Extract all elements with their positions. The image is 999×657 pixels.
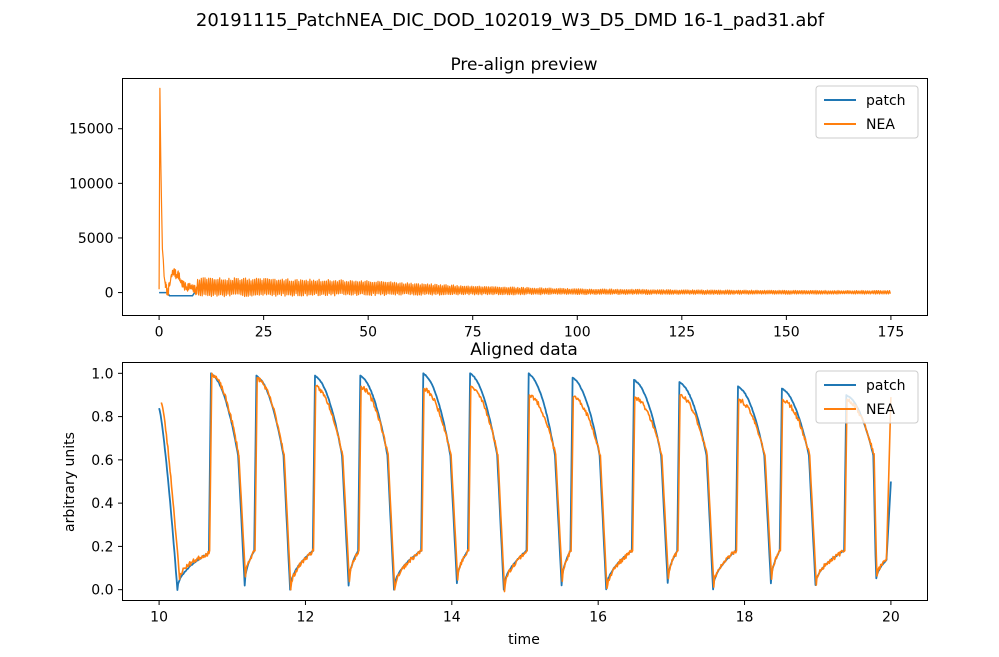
aligned-legend-patch-label: patch	[866, 378, 906, 394]
aligned-xtick-label: 18	[736, 610, 754, 626]
aligned-ytick-label: 0.0	[91, 583, 113, 599]
aligned-xlabel: time	[508, 632, 540, 648]
aligned-axes: Aligned data 10 12 14 16 18 20 0.0 0.2 0.4 0.6 0.8…	[62, 340, 928, 648]
aligned-ylabel: arbitrary units	[62, 432, 78, 532]
preview-xtick-label: 50	[359, 325, 377, 341]
aligned-ytick-label: 0.2	[91, 539, 113, 555]
preview-xtick-label: 25	[255, 325, 273, 341]
preview-xtick-label: 75	[464, 325, 482, 341]
aligned-axes-frame	[122, 362, 928, 601]
aligned-legend-nea-label: NEA	[866, 402, 895, 418]
preview-ytick-label: 15000	[69, 122, 114, 138]
aligned-ytick-label: 0.4	[91, 496, 113, 512]
aligned-legend: patch NEA	[815, 370, 919, 424]
preview-xtick-label: 175	[878, 325, 905, 341]
figure-suptitle: 20191115_PatchNEA_DIC_DOD_102019_W3_D5_D…	[196, 10, 825, 31]
preview-xtick-label: 150	[773, 325, 800, 341]
aligned-xtick-label: 10	[150, 610, 168, 626]
preview-ticks-group: 0 25 50 75 100 125 150 175 0 5000 10000 15000	[69, 122, 904, 341]
preview-title: Pre-align preview	[450, 55, 597, 75]
preview-ytick-label: 0	[105, 286, 114, 302]
preview-xtick-label: 125	[668, 325, 695, 341]
preview-legend-patch-label: patch	[866, 93, 906, 109]
preview-series-group	[158, 87, 891, 298]
preview-ytick-label: 5000	[78, 231, 114, 247]
aligned-series-group	[158, 372, 892, 593]
preview-series-nea	[158, 87, 891, 298]
aligned-xtick-label: 16	[589, 610, 607, 626]
preview-xtick-label: 100	[564, 325, 591, 341]
aligned-xtick-label: 12	[297, 610, 315, 626]
aligned-ytick-label: 0.8	[91, 410, 113, 426]
aligned-series-nea	[160, 372, 892, 593]
aligned-ticks-group: 10 12 14 16 18 20 0.0 0.2 0.4 0.6 0.8 1.0	[91, 366, 900, 625]
preview-axes: Pre-align preview 0 25 50 75 100 125 150 175 0 50…	[69, 55, 928, 341]
aligned-xtick-label: 20	[882, 610, 900, 626]
preview-legend: patch NEA	[815, 85, 919, 139]
preview-legend-nea-label: NEA	[866, 117, 895, 133]
preview-axes-frame	[122, 78, 928, 316]
aligned-ytick-label: 0.6	[91, 453, 113, 469]
aligned-title: Aligned data	[470, 340, 578, 360]
preview-ytick-label: 10000	[69, 176, 114, 192]
aligned-xtick-label: 14	[443, 610, 461, 626]
preview-xtick-label: 0	[155, 325, 164, 341]
aligned-ytick-label: 1.0	[91, 366, 113, 382]
